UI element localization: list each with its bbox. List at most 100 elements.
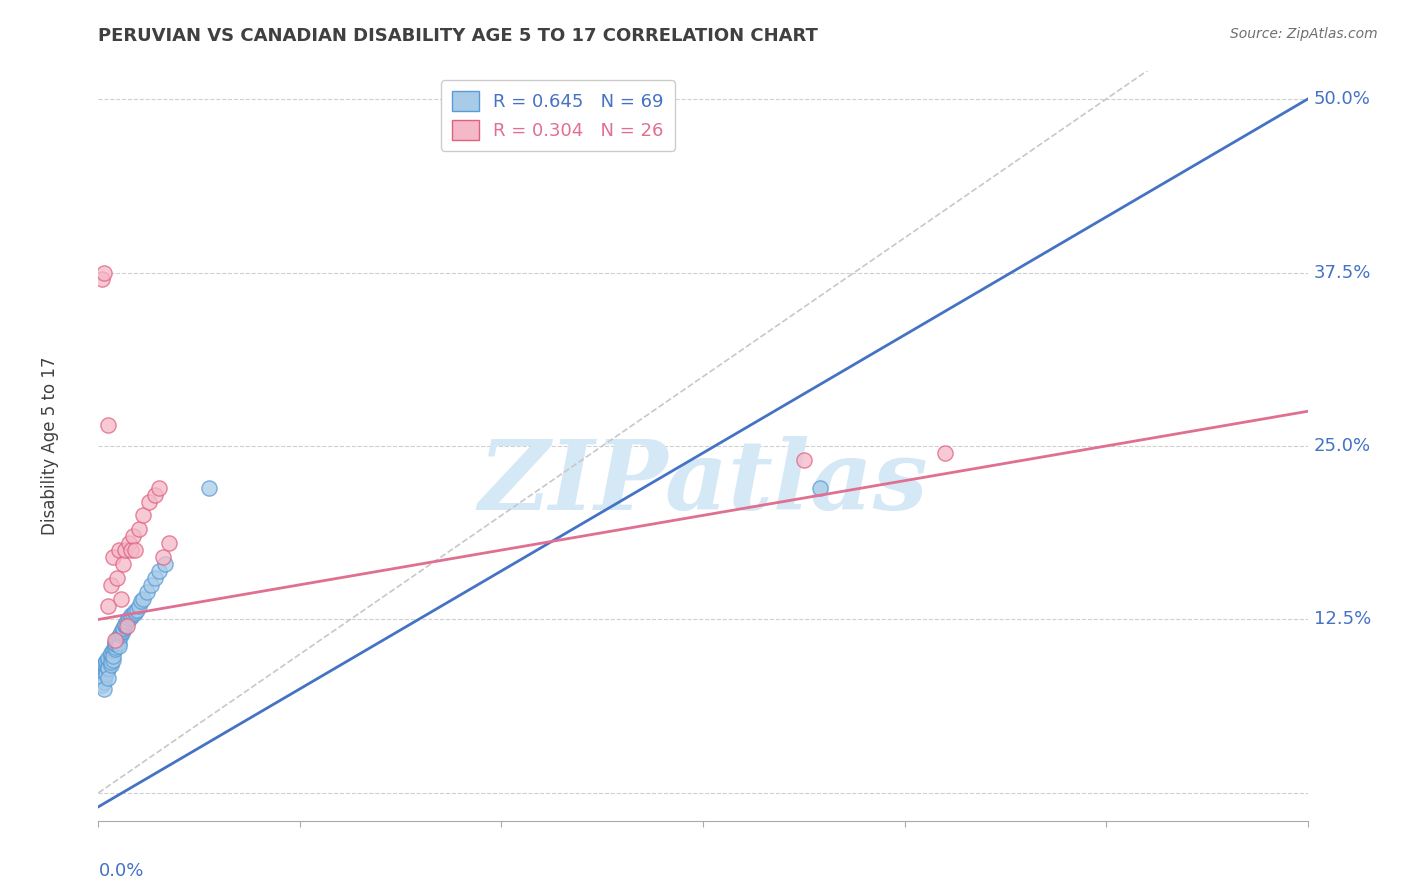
Point [110,626,132,640]
Point [105,571,128,585]
Point [97,418,120,433]
Point [138,494,160,508]
Point [120,608,142,623]
Point [143,487,166,501]
Point [934,446,956,460]
Point [103,637,125,651]
Point [152,549,174,564]
Point [124,604,146,618]
Point [135,584,157,599]
Point [148,481,170,495]
Point [114,618,136,632]
Text: ZIPatlas: ZIPatlas [478,436,928,531]
Point [89,668,111,682]
Point [118,612,141,626]
Point [107,629,129,643]
Point [129,594,152,608]
Point [121,607,143,621]
Point [198,481,221,495]
Point [97,653,120,667]
Point [96,665,118,680]
Point [97,599,120,613]
Point [91,661,114,675]
Point [105,632,128,646]
Point [153,557,176,571]
Point [143,571,166,585]
Text: PERUVIAN VS CANADIAN DISABILITY AGE 5 TO 17 CORRELATION CHART: PERUVIAN VS CANADIAN DISABILITY AGE 5 TO… [98,27,818,45]
Point [128,599,150,613]
Point [118,536,141,550]
Point [97,651,120,665]
Point [125,603,148,617]
Point [132,591,155,606]
Point [96,656,118,670]
Point [132,508,155,523]
Point [103,636,125,650]
Point [111,624,134,638]
Point [139,578,162,592]
Text: 12.5%: 12.5% [1313,610,1371,629]
Point [114,616,136,631]
Point [105,633,128,648]
Point [115,614,138,628]
Point [101,648,124,663]
Point [96,659,118,673]
Legend: R = 0.645   N = 69, R = 0.304   N = 26: R = 0.645 N = 69, R = 0.304 N = 26 [441,80,675,151]
Point [111,622,134,636]
Point [120,609,142,624]
Text: 25.0%: 25.0% [1313,437,1371,455]
Point [100,649,122,664]
Point [97,662,120,676]
Point [100,578,122,592]
Point [110,628,132,642]
Point [107,639,129,653]
Point [111,621,134,635]
Point [103,640,125,655]
Point [114,619,136,633]
Point [96,654,118,668]
Point [128,522,150,536]
Point [107,636,129,650]
Text: 50.0%: 50.0% [1313,90,1371,108]
Text: 0.0%: 0.0% [98,862,143,880]
Point [97,671,120,685]
Text: Disability Age 5 to 17: Disability Age 5 to 17 [41,357,59,535]
Point [103,633,125,648]
Point [121,529,143,543]
Text: 37.5%: 37.5% [1313,263,1371,282]
Point [101,653,124,667]
Point [101,549,124,564]
Point [793,453,815,467]
Point [111,557,134,571]
Text: Source: ZipAtlas.com: Source: ZipAtlas.com [1230,27,1378,41]
Point [115,619,138,633]
Point [107,631,129,645]
Point [93,657,115,671]
Point [100,656,122,670]
Point [101,643,124,657]
Point [148,564,170,578]
Point [124,543,146,558]
Point [96,666,118,681]
Point [93,658,115,673]
Point [91,678,114,692]
Point [91,272,114,286]
Point [118,611,141,625]
Point [91,664,114,678]
Point [115,615,138,630]
Point [107,543,129,558]
Point [124,606,146,620]
Point [808,481,831,495]
Point [100,646,122,660]
Point [114,543,136,558]
Point [110,591,132,606]
Point [100,658,122,673]
Point [105,634,128,648]
Point [120,543,142,558]
Point [101,644,124,658]
Point [89,672,111,686]
Point [110,624,132,639]
Point [103,641,125,656]
Point [93,681,115,696]
Point [97,661,120,675]
